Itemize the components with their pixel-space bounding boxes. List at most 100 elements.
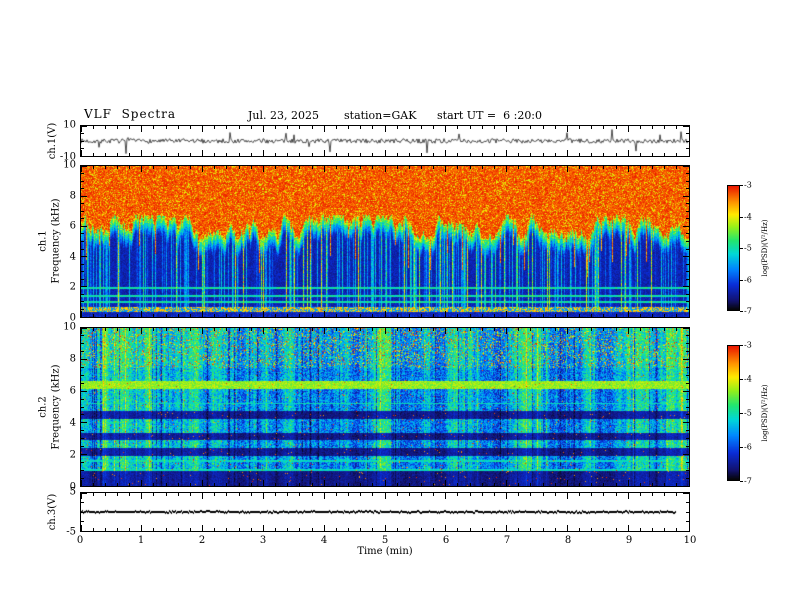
axis-tick	[275, 328, 277, 331]
axis-tick	[686, 521, 689, 522]
axis-tick	[469, 126, 471, 129]
axis-tick	[153, 483, 155, 486]
axis-tick	[262, 480, 264, 486]
axis-tick	[275, 153, 277, 156]
axis-tick	[408, 153, 410, 156]
colorbar-tick-label: -7	[744, 476, 752, 486]
axis-tick	[615, 483, 617, 486]
axis-tick	[81, 414, 84, 416]
axis-tick	[81, 343, 84, 345]
axis-tick	[153, 314, 155, 317]
axis-tick	[493, 483, 495, 486]
axis-tick	[360, 166, 362, 169]
axis-tick	[141, 328, 143, 334]
axis-tick	[683, 492, 689, 494]
axis-tick	[311, 166, 313, 169]
axis-tick	[384, 525, 386, 531]
axis-tick	[129, 126, 131, 129]
axis-tick	[153, 493, 155, 496]
axis-tick	[262, 525, 264, 531]
axis-tick	[335, 483, 337, 486]
axis-tick	[457, 314, 459, 317]
axis-tick	[686, 271, 689, 273]
axis-tick	[506, 525, 508, 531]
axis-tick	[433, 528, 435, 531]
axis-tick	[81, 293, 84, 295]
axis-tick	[384, 493, 386, 499]
axis-tick	[686, 367, 689, 368]
y-tick-label: 4	[69, 417, 76, 429]
axis-tick	[311, 528, 313, 531]
axis-tick	[141, 480, 143, 486]
axis-tick	[81, 469, 84, 471]
axis-tick	[664, 328, 666, 331]
axis-tick	[683, 225, 689, 227]
axis-tick	[408, 493, 410, 496]
axis-tick	[445, 150, 447, 156]
axis-tick	[323, 525, 325, 531]
axis-tick	[335, 528, 337, 531]
axis-tick	[116, 483, 118, 486]
axis-tick	[348, 314, 350, 317]
axis-tick	[214, 126, 216, 129]
axis-tick	[469, 528, 471, 531]
axis-tick	[506, 126, 508, 132]
axis-tick	[530, 328, 532, 331]
y-tick-label: -10	[59, 151, 76, 163]
axis-tick	[238, 493, 240, 496]
axis-tick	[335, 493, 337, 496]
axis-tick	[81, 263, 84, 265]
axis-tick	[683, 165, 689, 167]
axis-tick	[615, 166, 617, 169]
axis-tick	[686, 430, 689, 432]
axis-tick	[81, 256, 87, 258]
axis-tick	[165, 126, 167, 129]
axis-tick	[664, 153, 666, 156]
axis-tick	[518, 314, 520, 317]
axis-tick	[81, 210, 84, 212]
axis-tick	[396, 493, 398, 496]
axis-tick	[81, 502, 84, 503]
axis-tick	[408, 328, 410, 331]
colorbar-tick-label: -7	[744, 306, 752, 316]
axis-tick	[129, 483, 131, 486]
axis-tick	[92, 126, 94, 129]
axis-tick	[299, 126, 301, 129]
axis-tick	[469, 153, 471, 156]
axis-tick	[396, 153, 398, 156]
axis-tick	[116, 153, 118, 156]
axis-tick	[676, 328, 678, 331]
axis-tick	[81, 374, 84, 376]
axis-tick	[189, 314, 191, 317]
axis-tick	[530, 153, 532, 156]
axis-tick	[81, 308, 84, 310]
axis-tick	[566, 166, 568, 172]
axis-tick	[639, 528, 641, 531]
panel-ch3-trace	[80, 492, 690, 532]
axis-tick	[686, 446, 689, 447]
axis-tick	[202, 311, 204, 317]
colorbar-tick	[740, 311, 743, 312]
axis-tick	[433, 328, 435, 331]
axis-tick	[433, 314, 435, 317]
colorbar-tick-label: -4	[744, 374, 752, 384]
axis-tick	[214, 314, 216, 317]
axis-tick	[676, 493, 678, 496]
axis-tick	[554, 328, 556, 331]
axis-tick	[81, 225, 87, 227]
axis-tick	[542, 166, 544, 169]
axis-tick	[457, 493, 459, 496]
axis-tick	[360, 314, 362, 317]
axis-tick	[129, 528, 131, 531]
axis-tick	[226, 153, 228, 156]
axis-tick	[688, 166, 690, 172]
axis-tick	[686, 293, 689, 295]
axis-tick	[652, 528, 654, 531]
header-station: station=GAK	[344, 109, 417, 122]
axis-tick	[81, 453, 87, 455]
axis-tick	[481, 126, 483, 129]
axis-tick	[530, 166, 532, 169]
axis-tick	[360, 153, 362, 156]
axis-tick	[275, 126, 277, 129]
axis-tick	[664, 314, 666, 317]
